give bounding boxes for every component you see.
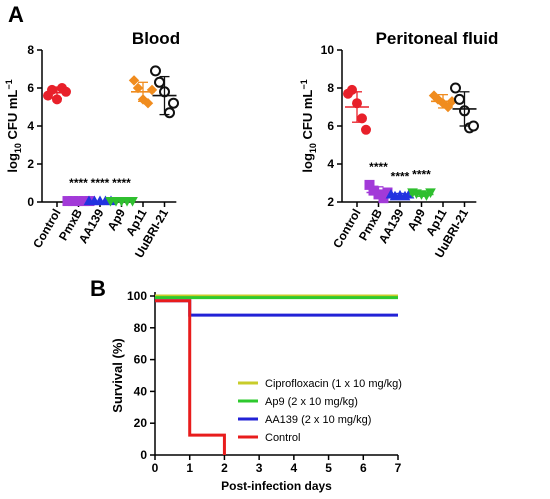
y-tick-label: 100 (127, 289, 147, 303)
y-tick-label: 4 (27, 119, 34, 133)
significance-label: **** (391, 169, 410, 183)
legend-label: Control (265, 432, 300, 444)
x-tick-label: 7 (395, 461, 402, 475)
x-tick-label: 2 (221, 461, 228, 475)
x-tick-label: Control (30, 207, 63, 251)
y-tick-label: 80 (134, 321, 148, 335)
legend-label: Ciprofloxacin (1 x 10 mg/kg) (265, 378, 402, 390)
x-tick-label: 4 (291, 461, 298, 475)
panel-label-b: B (90, 276, 106, 301)
data-point (454, 93, 465, 105)
y-axis-label: log10 CFU mL−1 (4, 79, 23, 172)
x-tick-label: 6 (360, 461, 367, 475)
y-tick-label: 0 (27, 195, 34, 209)
data-point (361, 124, 371, 135)
x-tick-label: 3 (256, 461, 263, 475)
y-tick-label: 4 (327, 157, 334, 171)
survival-chart: 0 20 40 60 80 100 0 1 2 3 4 5 6 7 Post-infection days S… (110, 289, 402, 493)
y-tick-label: 8 (27, 43, 34, 57)
significance-label: **** (69, 176, 88, 190)
data-point (468, 120, 479, 132)
y-axis-label: Survival (%) (110, 338, 125, 412)
x-tick-label: 1 (186, 461, 193, 475)
data-point (168, 97, 179, 109)
x-tick-label: Control (330, 207, 363, 251)
peritoneal-chart: Peritoneal fluid 2 4 6 8 10 log10 CFU mL−1 Cont… (299, 29, 498, 260)
chart-title: Blood (132, 29, 180, 48)
data-point (164, 107, 175, 119)
y-tick-label: 2 (327, 195, 334, 209)
survival-line (155, 299, 226, 455)
chart-title: Peritoneal fluid (376, 29, 499, 48)
data-point (128, 75, 140, 86)
significance-label: **** (91, 176, 110, 190)
y-tick-label: 20 (134, 416, 148, 430)
data-point (154, 76, 165, 88)
y-tick-label: 40 (134, 384, 148, 398)
data-point (425, 188, 436, 199)
y-tick-label: 6 (27, 81, 34, 95)
y-tick-label: 60 (134, 353, 148, 367)
data-point (127, 196, 138, 207)
y-tick-label: 6 (327, 119, 334, 133)
significance-label: **** (112, 176, 131, 190)
legend-label: Ap9 (2 x 10 mg/kg) (265, 396, 358, 408)
data-point (146, 84, 158, 96)
y-tick-label: 0 (140, 448, 147, 462)
x-tick-label: 0 (152, 461, 159, 475)
y-tick-label: 2 (27, 157, 34, 171)
significance-label: **** (412, 168, 431, 182)
legend-label: AA139 (2 x 10 mg/kg) (265, 414, 371, 426)
y-axis-label: log10 CFU mL−1 (299, 79, 318, 172)
x-tick-label: 5 (325, 461, 332, 475)
significance-label: **** (369, 160, 388, 174)
y-tick-label: 8 (327, 81, 334, 95)
panel-label-a: A (8, 2, 24, 27)
data-point (347, 84, 357, 95)
x-axis-label: Post-infection days (221, 479, 332, 493)
data-point (61, 86, 71, 97)
data-point (450, 82, 461, 94)
y-tick-label: 10 (321, 43, 335, 57)
survival-line (155, 299, 398, 317)
data-point (150, 65, 161, 77)
